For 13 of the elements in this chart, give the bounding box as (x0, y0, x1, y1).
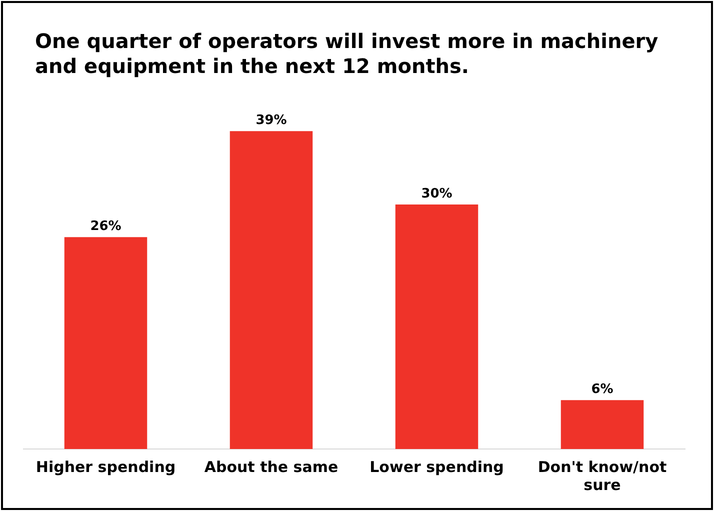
x-tick-label: About the same (204, 458, 338, 476)
data-label: 6% (591, 382, 614, 397)
x-tick-label: Lower spending (370, 458, 504, 476)
bar (230, 131, 313, 449)
bar (395, 204, 478, 449)
bar (560, 400, 644, 449)
data-label: 39% (256, 113, 287, 128)
data-label: 26% (90, 218, 122, 234)
x-tick-label: Higher spending (36, 458, 176, 476)
x-tick-label: Don't know/not sure (538, 458, 667, 494)
chart-title: One quarter of operators will invest more in machinery and equipment in the next 12 months. (35, 29, 660, 79)
data-label: 30% (421, 186, 452, 202)
bar (64, 237, 148, 449)
